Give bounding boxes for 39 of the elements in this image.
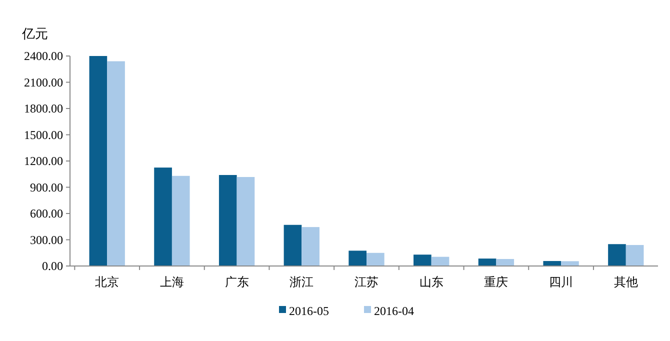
bar bbox=[154, 168, 172, 266]
x-tick-label: 北京 bbox=[95, 275, 120, 289]
bar bbox=[366, 252, 384, 266]
bar bbox=[348, 250, 366, 266]
bar bbox=[236, 177, 255, 266]
bar bbox=[431, 256, 450, 266]
legend-label: 2016-04 bbox=[374, 304, 414, 318]
bar bbox=[543, 261, 562, 266]
y-tick-label: 1200.00 bbox=[24, 154, 63, 168]
y-tick-label: 300.00 bbox=[30, 232, 63, 247]
x-tick-label: 浙江 bbox=[290, 275, 314, 289]
x-tick-label: 重庆 bbox=[484, 275, 508, 289]
bar bbox=[107, 61, 125, 266]
bar bbox=[608, 244, 626, 266]
bar bbox=[414, 254, 432, 266]
bar bbox=[626, 245, 644, 266]
bar bbox=[561, 261, 579, 266]
x-tick-label: 上海 bbox=[160, 275, 184, 289]
bar bbox=[89, 56, 108, 266]
x-tick-label: 江苏 bbox=[354, 275, 378, 289]
y-axis-title: 亿元 bbox=[21, 27, 48, 42]
bar bbox=[302, 227, 320, 266]
bar bbox=[478, 258, 496, 266]
y-tick-label: 2100.00 bbox=[24, 75, 63, 90]
x-tick-label: 山东 bbox=[419, 275, 444, 289]
bar bbox=[496, 259, 514, 266]
y-tick-label: 0.00 bbox=[42, 259, 63, 274]
y-tick-label: 2400.00 bbox=[24, 49, 63, 64]
bar bbox=[284, 224, 302, 266]
x-tick-label: 其他 bbox=[614, 275, 638, 289]
y-tick-label: 900.00 bbox=[30, 180, 63, 194]
legend-label: 2016-05 bbox=[289, 304, 329, 318]
x-tick-label: 四川 bbox=[549, 275, 574, 289]
bar bbox=[218, 175, 237, 266]
y-tick-label: 1800.00 bbox=[24, 102, 63, 116]
y-tick-label: 600.00 bbox=[30, 206, 63, 221]
y-tick-label: 1500.00 bbox=[24, 128, 63, 142]
bar bbox=[172, 176, 190, 266]
x-tick-label: 广东 bbox=[224, 275, 249, 289]
